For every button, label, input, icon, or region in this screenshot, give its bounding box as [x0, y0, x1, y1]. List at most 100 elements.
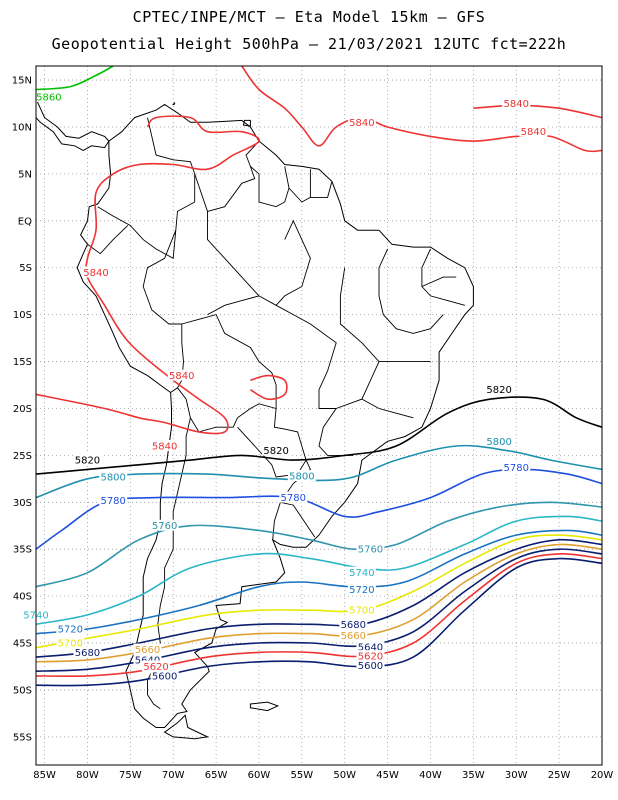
country-border: [288, 169, 311, 203]
lat-tick-label: 10N: [12, 122, 32, 133]
contour-label-bg: [99, 494, 128, 506]
country-border: [258, 295, 337, 409]
contour-5740: [36, 515, 602, 626]
contour-label-bg: [99, 470, 128, 482]
country-border: [275, 219, 311, 306]
contour-label-bg: [167, 369, 196, 381]
lat-tick-label: 55S: [13, 732, 32, 743]
contour-label: 5780: [100, 496, 125, 507]
coastline-falklands: [249, 701, 280, 712]
border-layer: [87, 117, 465, 710]
contour-label-bg: [56, 622, 85, 634]
contour-label: 5840: [349, 118, 374, 129]
contour-label: 5800: [100, 472, 125, 483]
contour-label: 5720: [58, 624, 83, 635]
contour-label-bg: [485, 435, 514, 447]
contour-label-bg: [347, 604, 376, 616]
contour-label-bg: [347, 116, 376, 128]
lat-tick-label: 25S: [13, 451, 32, 462]
contour-label: 5600: [152, 671, 177, 682]
country-border: [421, 248, 465, 306]
lat-tick-label: 50S: [13, 685, 32, 696]
contour-5840: [249, 374, 288, 401]
contour-label: 5800: [289, 472, 314, 483]
lat-tick-label: 30S: [13, 498, 32, 509]
lon-tick-label: 50W: [333, 770, 356, 781]
contour-label: 5640: [358, 642, 383, 653]
contour-label-bg: [82, 266, 111, 278]
contour-5680: [36, 538, 602, 658]
contour-label-bg: [339, 629, 368, 641]
contour-layer: [36, 66, 602, 687]
contour-label: 5840: [152, 441, 177, 452]
country-border: [237, 408, 307, 478]
contour-5600: [36, 557, 602, 687]
contour-label-bg: [133, 653, 162, 665]
contour-label-bg: [502, 97, 531, 109]
contour-label: 5680: [341, 620, 366, 631]
contour-label-bg: [356, 640, 385, 652]
contour-label: 5700: [349, 606, 374, 617]
contour-label: 5840: [83, 268, 108, 279]
country-border: [250, 166, 290, 208]
contour-label-bg: [133, 643, 162, 655]
contour-label: 5820: [263, 446, 288, 457]
contour-label-bg: [356, 650, 385, 662]
chart-title-line1: CPTEC/INPE/MCT – Eta Model 15km – GFS: [132, 8, 486, 26]
lon-tick-label: 80W: [76, 770, 99, 781]
contour-5720: [36, 529, 602, 635]
contour-label-bg: [34, 90, 63, 102]
country-border: [361, 398, 414, 419]
contour-label-bg: [347, 583, 376, 595]
contour-label-bg: [339, 618, 368, 630]
country-border: [177, 387, 277, 433]
lat-tick-label: 10S: [13, 310, 32, 321]
lon-tick-label: 40W: [419, 770, 442, 781]
country-border: [97, 117, 196, 260]
country-border: [272, 502, 281, 540]
country-border: [378, 248, 444, 334]
contour-label: 5780: [504, 463, 529, 474]
country-border: [181, 314, 277, 409]
contour-label-bg: [356, 659, 385, 671]
contour-label-bg: [150, 669, 179, 681]
lon-tick-label: 20W: [591, 770, 614, 781]
contour-label: 5620: [358, 652, 383, 663]
lon-tick-label: 70W: [162, 770, 185, 781]
contour-label-bg: [279, 491, 308, 503]
contour-label-bg: [502, 461, 531, 473]
contour-label-bg: [287, 470, 316, 482]
lon-tick-label: 85W: [33, 770, 56, 781]
country-border: [336, 267, 380, 409]
map-frame: [35, 65, 603, 766]
lon-tick-label: 45W: [376, 770, 399, 781]
country-border: [310, 181, 333, 198]
contour-label: 5700: [58, 639, 83, 650]
contour-label: 5820: [75, 456, 100, 467]
contour-label: 5720: [349, 585, 374, 596]
country-border: [421, 276, 457, 287]
contour-5840: [473, 104, 602, 119]
country-border: [207, 295, 260, 315]
lat-tick-label: 20S: [13, 404, 32, 415]
grid-layer: [36, 66, 602, 765]
contour-label-bg: [150, 519, 179, 531]
lat-tick-label: 15S: [13, 357, 32, 368]
lon-tick-label: 35W: [462, 770, 485, 781]
lon-tick-label: 30W: [505, 770, 528, 781]
contour-label-bg: [73, 454, 102, 466]
contour-label-bg: [347, 566, 376, 578]
contour-label: 5840: [504, 99, 529, 110]
lon-tick-label: 75W: [119, 770, 142, 781]
contour-label-bg: [519, 125, 548, 137]
contour-label-bg: [150, 439, 179, 451]
lat-tick-label: 35S: [13, 545, 32, 556]
lat-tick-label: 15N: [12, 76, 32, 87]
country-border: [147, 417, 191, 710]
coastline-tierra-del-fuego: [163, 714, 210, 740]
lat-tick-label: 5N: [18, 169, 32, 180]
label-layer: 5860 5840 5840 5840 5840 5840 5840 5820 5820 5820…: [22, 90, 548, 682]
contour-label: 5840: [169, 371, 194, 382]
coastline-south-america: [76, 103, 474, 728]
